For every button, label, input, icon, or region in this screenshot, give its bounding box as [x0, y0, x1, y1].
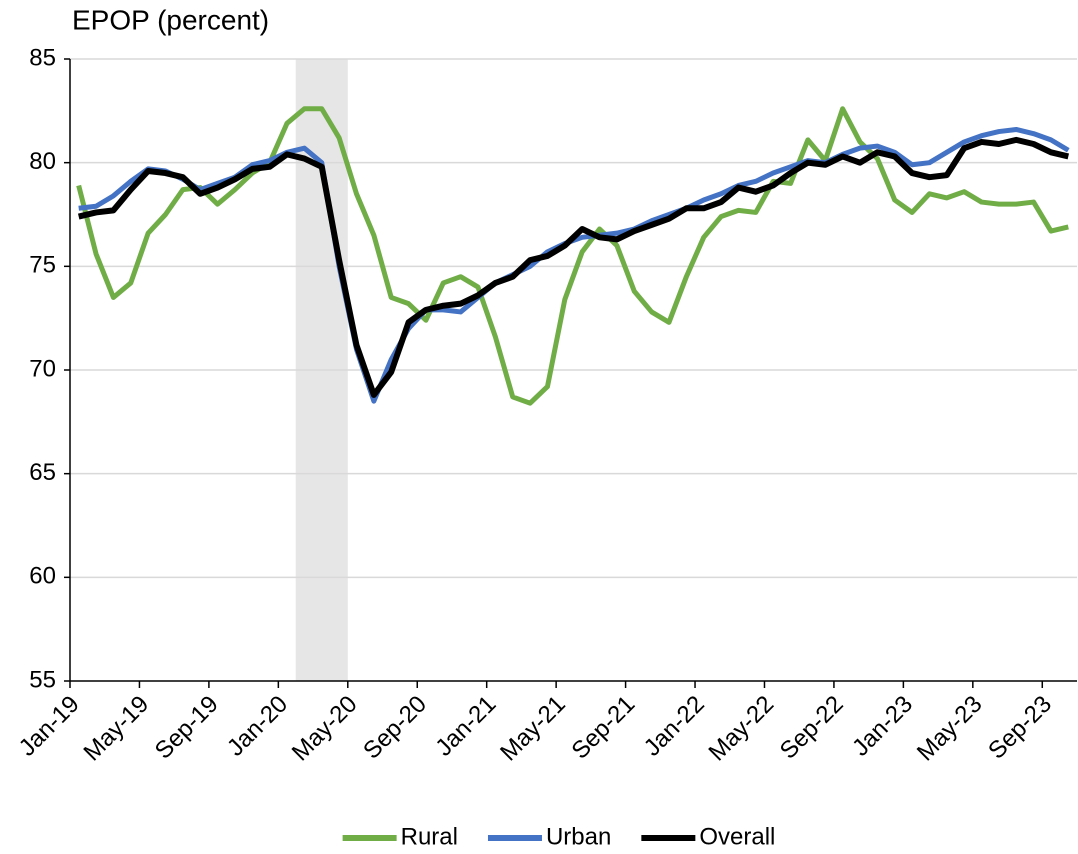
- legend-label: Overall: [699, 823, 775, 850]
- legend-label: Urban: [546, 823, 611, 850]
- x-tick-label: Jan-19: [14, 691, 85, 762]
- legend-label: Rural: [401, 823, 458, 850]
- series-line: [78, 126, 1070, 404]
- x-tick-label: May-21: [495, 691, 571, 767]
- y-tick-label: 65: [29, 459, 56, 486]
- x-tick-label: Sep-21: [566, 691, 640, 765]
- y-tick-label: 75: [29, 252, 56, 279]
- y-tick-label: 70: [29, 355, 56, 382]
- x-tick-label: Jan-20: [222, 691, 293, 762]
- chart-title: EPOP (percent): [72, 4, 269, 35]
- x-tick-label: Sep-22: [775, 691, 849, 765]
- x-tick-label: Jan-22: [639, 691, 710, 762]
- x-tick-label: May-22: [704, 691, 780, 767]
- series-line: [76, 106, 1069, 406]
- y-tick-label: 85: [29, 44, 56, 71]
- y-tick-label: 60: [29, 563, 56, 590]
- y-tick-label: 80: [29, 148, 56, 175]
- x-tick-label: May-19: [78, 691, 154, 767]
- x-tick-label: Sep-19: [150, 691, 224, 765]
- y-tick-label: 55: [29, 666, 56, 693]
- x-tick-label: Sep-20: [358, 691, 432, 765]
- x-tick-label: May-20: [287, 691, 363, 767]
- x-tick-label: Jan-23: [847, 691, 918, 762]
- x-tick-label: Sep-23: [983, 691, 1057, 765]
- x-tick-label: May-23: [912, 691, 988, 767]
- x-tick-label: Jan-21: [430, 691, 501, 762]
- series-line: [77, 136, 1070, 398]
